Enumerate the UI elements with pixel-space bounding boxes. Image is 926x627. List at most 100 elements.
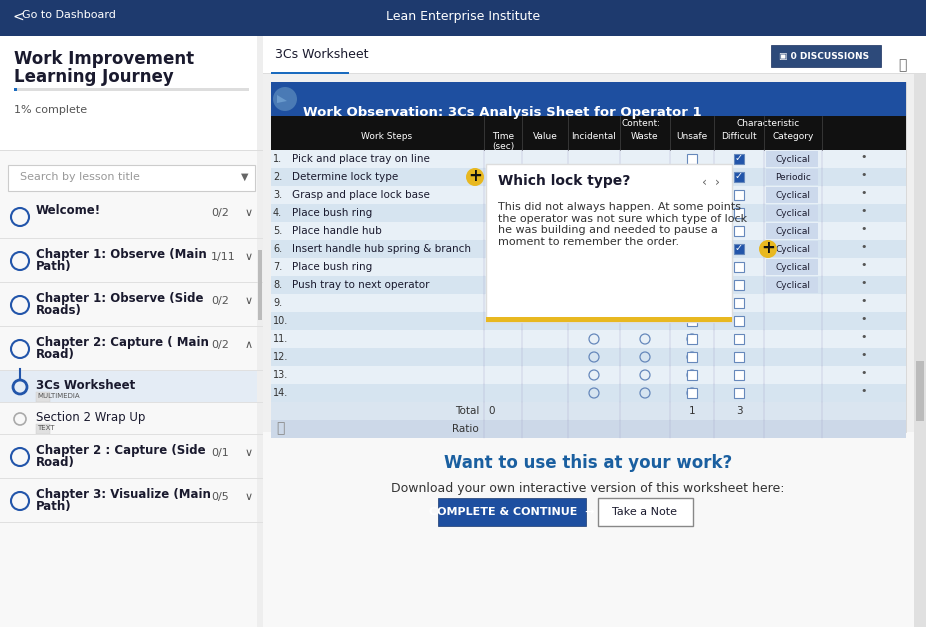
Bar	[271, 276, 906, 294]
Text: Search by lesson title: Search by lesson title	[20, 172, 140, 182]
Text: Determine lock type: Determine lock type	[292, 172, 398, 182]
Bar	[0, 326, 263, 327]
Bar	[0, 150, 263, 151]
Text: 9.: 9.	[273, 298, 282, 308]
Text: Chapter 3: Visualize (Main: Chapter 3: Visualize (Main	[36, 488, 211, 501]
Text: 3: 3	[735, 406, 743, 416]
Bar	[0, 283, 263, 327]
Text: Road): Road)	[36, 348, 75, 361]
Text: Path): Path)	[36, 500, 71, 513]
Text: Unsafe: Unsafe	[676, 132, 707, 141]
Bar	[263, 36, 926, 627]
Text: Section 2 Wrap Up: Section 2 Wrap Up	[36, 411, 145, 424]
Text: <: <	[12, 10, 24, 24]
Bar	[271, 150, 906, 168]
Text: 🏃: 🏃	[276, 421, 284, 435]
Bar	[271, 402, 906, 420]
Text: ∨: ∨	[245, 448, 253, 458]
Text: 8.: 8.	[273, 280, 282, 290]
Text: 3Cs Worksheet: 3Cs Worksheet	[275, 48, 369, 61]
Text: Chapter 1: Observe (Side: Chapter 1: Observe (Side	[36, 292, 204, 305]
Bar	[734, 154, 744, 164]
Text: Place handle hub: Place handle hub	[292, 226, 382, 236]
Bar	[271, 186, 906, 204]
Bar	[766, 223, 818, 239]
Bar	[687, 334, 697, 344]
Text: •: •	[861, 368, 868, 378]
Text: •: •	[861, 206, 868, 216]
Bar	[271, 82, 906, 432]
Text: Cyclical: Cyclical	[775, 263, 810, 271]
Bar	[486, 317, 732, 322]
Text: Content:: Content:	[621, 119, 660, 128]
Bar	[263, 73, 926, 74]
Bar	[687, 244, 697, 254]
Text: +: +	[468, 167, 482, 185]
Bar	[0, 238, 263, 239]
Text: ▼: ▼	[241, 172, 248, 182]
Bar	[687, 352, 697, 362]
Bar	[271, 240, 906, 258]
Text: ∨: ∨	[245, 492, 253, 502]
Bar	[771, 45, 881, 67]
Text: 3Cs Worksheet: 3Cs Worksheet	[36, 379, 135, 392]
Text: Work Improvement: Work Improvement	[14, 50, 194, 68]
Bar	[734, 334, 744, 344]
Text: 1: 1	[689, 406, 695, 416]
Text: Ratio: Ratio	[452, 424, 479, 434]
Text: 2.: 2.	[273, 172, 282, 182]
Text: Learning Journey: Learning Journey	[14, 68, 174, 86]
Bar	[687, 172, 697, 182]
Text: Welcome!: Welcome!	[36, 204, 101, 217]
Text: 6.: 6.	[273, 244, 282, 254]
Bar	[734, 370, 744, 380]
Bar	[766, 241, 818, 257]
Text: Waste: Waste	[632, 132, 658, 141]
Bar	[8, 165, 255, 191]
Bar	[36, 392, 50, 402]
Text: MULTIMEDIA: MULTIMEDIA	[37, 393, 80, 399]
Bar	[271, 116, 906, 150]
Text: Download your own interactive version of this worksheet here:: Download your own interactive version of…	[392, 482, 784, 495]
Text: 0/1: 0/1	[211, 448, 229, 458]
Bar	[486, 164, 732, 322]
Text: Which lock type?: Which lock type?	[498, 174, 631, 188]
Bar	[734, 298, 744, 308]
Bar	[271, 82, 906, 116]
Bar	[687, 316, 697, 326]
Bar	[271, 420, 906, 438]
Text: Category: Category	[772, 132, 814, 141]
Text: Total: Total	[455, 406, 479, 416]
Bar	[271, 312, 906, 330]
Bar	[271, 366, 906, 384]
Text: 7.: 7.	[273, 262, 282, 272]
Text: Lean Enterprise Institute: Lean Enterprise Institute	[386, 10, 540, 23]
Text: •: •	[861, 296, 868, 306]
Circle shape	[273, 87, 297, 111]
Text: •: •	[861, 152, 868, 162]
Bar	[0, 36, 263, 627]
Text: This did not always happen. At some points
the operator was not sure which type : This did not always happen. At some poin…	[498, 202, 747, 247]
Text: Pick and place tray on line: Pick and place tray on line	[292, 154, 430, 164]
Bar	[766, 205, 818, 221]
Text: Path): Path)	[36, 260, 71, 273]
Bar	[0, 371, 263, 403]
Text: 4.: 4.	[273, 208, 282, 218]
Bar	[0, 403, 263, 435]
Text: Chapter 2: Capture ( Main: Chapter 2: Capture ( Main	[36, 336, 209, 349]
Text: ∨: ∨	[245, 208, 253, 218]
Bar	[734, 244, 744, 254]
Bar	[0, 434, 263, 435]
Text: ✓: ✓	[735, 153, 743, 163]
Bar	[438, 498, 586, 526]
Text: 0/5: 0/5	[211, 492, 229, 502]
Bar	[271, 258, 906, 276]
Text: Characteristic: Characteristic	[736, 119, 800, 128]
Bar	[271, 204, 906, 222]
Bar	[766, 151, 818, 167]
Bar	[36, 424, 50, 434]
Text: TEXT: TEXT	[37, 425, 55, 431]
Bar	[734, 352, 744, 362]
Text: 12.: 12.	[273, 352, 288, 362]
Text: Place bush ring: Place bush ring	[292, 262, 372, 272]
